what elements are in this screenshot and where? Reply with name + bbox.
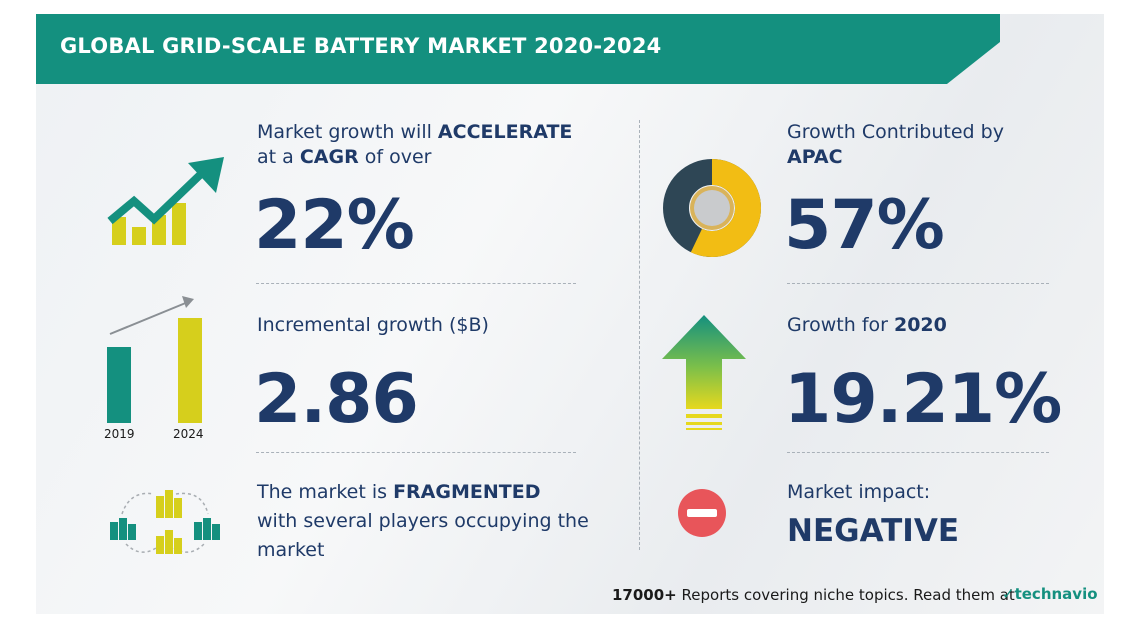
report-count: 17000+ [612,586,677,604]
fragmented-line-2: with several players occupying the [257,510,589,532]
donut-chart-icon [663,159,761,257]
apac-value: 57% [784,186,945,265]
apac-line-2: APAC [787,146,843,168]
column-divider [639,120,640,550]
year-end-label: 2024 [173,427,204,441]
bar-comparison-icon [107,296,202,423]
up-arrow-icon [662,315,746,430]
fragmented-line-1: The market is FRAGMENTED [257,481,541,503]
page-title: GLOBAL GRID-SCALE BATTERY MARKET 2020-20… [60,34,662,58]
growth-2020-label: Growth for 2020 [787,314,947,336]
cagr-value: 22% [254,186,415,265]
cagr-line-1: Market growth will ACCELERATE [257,121,573,143]
incremental-label: Incremental growth ($B) [257,314,489,336]
technavio-logo[interactable]: ✓technavio [1002,585,1098,603]
fragmented-line-3: market [257,539,325,561]
minus-circle-icon [678,489,726,537]
technavio-mark-icon: ✓ [1002,585,1015,603]
growth-2020-value: 19.21% [784,360,1062,439]
divider [787,283,1049,284]
infographic-background [36,14,1104,614]
impact-value: NEGATIVE [787,513,959,549]
header-banner: GLOBAL GRID-SCALE BATTERY MARKET 2020-20… [36,14,1000,84]
impact-label: Market impact: [787,481,931,503]
divider [787,452,1049,453]
apac-line-1: Growth Contributed by [787,121,1004,143]
year-start-label: 2019 [104,427,135,441]
cagr-line-2: at a CAGR of over [257,146,432,168]
divider [256,283,576,284]
footer-promo: 17000+ Reports covering niche topics. Re… [612,586,1015,604]
growth-chart-icon [107,157,224,245]
fragmented-market-icon [110,490,220,554]
divider [256,452,576,453]
incremental-value: 2.86 [254,360,419,439]
